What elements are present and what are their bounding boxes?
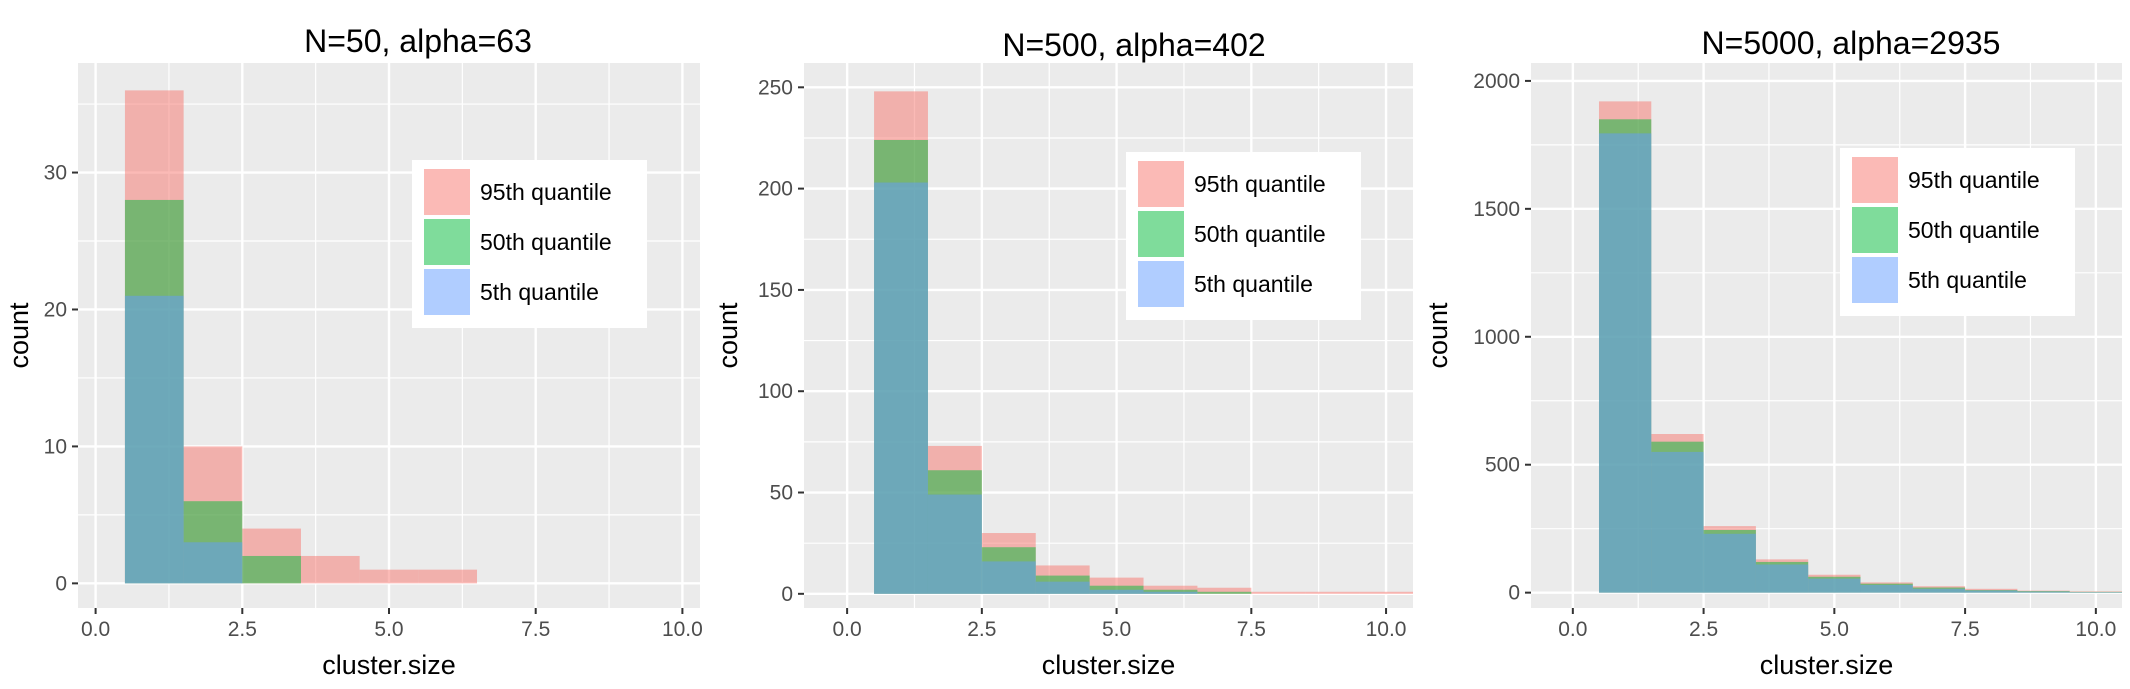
bar-50th-quantile-3 (242, 555, 301, 584)
y-axis-label: count (4, 302, 34, 369)
y-tick-label: 0 (781, 583, 793, 606)
y-tick-label: 200 (758, 178, 793, 201)
bar-5th-quantile-5 (1089, 589, 1144, 594)
bar-95th-quantile-5 (359, 569, 419, 584)
bar-95th-quantile-4 (300, 555, 360, 584)
legend-key-5th-quantile (424, 269, 470, 315)
legend-label: 95th quantile (1908, 167, 2040, 193)
chart-panel-2: 0.0 2.5 5.0 7.5 10.0 0 50 100 150 200 250 N=500, al… (713, 27, 1413, 680)
y-tick-label: 500 (1485, 454, 1520, 477)
y-tick-label: 0 (1508, 582, 1520, 605)
x-tick-label: 10.0 (2075, 618, 2116, 641)
bar-95th-quantile-7 (1197, 587, 1252, 594)
legend-label: 5th quantile (1194, 271, 1313, 297)
x-tick-label: 7.5 (1950, 618, 1979, 641)
bars (874, 91, 1413, 594)
x-tick-label: 5.0 (1102, 618, 1131, 641)
bar-5th-quantile-6 (1860, 584, 1913, 593)
x-tick-label: 7.5 (521, 618, 550, 641)
y-tick-label: 30 (44, 162, 67, 185)
bar-5th-quantile-3 (1703, 533, 1756, 593)
y-tick-label: 100 (758, 380, 793, 403)
bar-5th-quantile-8 (1965, 590, 2018, 593)
legend-label: 50th quantile (1194, 221, 1326, 247)
legend-label: 50th quantile (480, 229, 612, 255)
legend: 95th quantile 50th quantile 5th quantile (412, 160, 647, 328)
chart-title: N=5000, alpha=2935 (1702, 25, 2001, 61)
legend-key-5th-quantile (1138, 261, 1184, 307)
x-tick-label: 0.0 (81, 618, 110, 641)
x-axis-label: cluster.size (322, 650, 456, 680)
bar-50th-quantile-7 (1197, 591, 1252, 594)
legend-key-95th-quantile (424, 169, 470, 215)
bar-5th-quantile-2 (927, 494, 982, 594)
x-tick-label: 7.5 (1237, 618, 1266, 641)
y-tick-label: 10 (44, 435, 67, 458)
bar-5th-quantile-1 (1598, 133, 1652, 593)
legend-key-95th-quantile (1138, 161, 1184, 207)
y-tick-label: 2000 (1473, 70, 1520, 93)
y-axis-label: count (713, 302, 743, 369)
bar-95th-quantile-8 (1251, 591, 1306, 594)
legend-key-5th-quantile (1852, 257, 1898, 303)
bar-5th-quantile-3 (981, 561, 1036, 594)
x-tick-label: 0.0 (833, 618, 862, 641)
bar-95th-quantile-10 (1359, 591, 1413, 594)
bar-5th-quantile-4 (1755, 564, 1809, 593)
legend-label: 5th quantile (480, 279, 599, 305)
y-tick-label: 150 (758, 279, 793, 302)
chart-panel-1: 0.0 2.5 5.0 7.5 10.0 0 10 20 30 N=50, alpha=63 clu… (4, 23, 703, 680)
legend-label: 50th quantile (1908, 217, 2040, 243)
chart-panel-3: 0.0 2.5 5.0 7.5 10.0 0 500 1000 1500 2000 N=5000, … (1423, 25, 2122, 680)
bar-50th-quantile-5 (1089, 585, 1144, 594)
x-tick-label: 0.0 (1558, 618, 1587, 641)
bar-5th-quantile-2 (1651, 451, 1704, 593)
bar-5th-quantile-10 (2069, 592, 2122, 593)
legend-key-50th-quantile (1138, 211, 1184, 257)
bar-5th-quantile-4 (1035, 581, 1090, 594)
bar-5th-quantile-9 (2017, 591, 2070, 593)
y-tick-label: 0 (55, 572, 67, 595)
bar-95th-quantile-6 (1143, 585, 1198, 594)
bar-5th-quantile-5 (1808, 578, 1861, 593)
legend: 95th quantile 50th quantile 5th quantile (1126, 152, 1361, 320)
bars (1598, 101, 2122, 593)
y-tick-label: 1000 (1473, 326, 1520, 349)
x-tick-label: 2.5 (967, 618, 996, 641)
legend: 95th quantile 50th quantile 5th quantile (1840, 148, 2075, 316)
bar-5th-quantile-1 (874, 182, 928, 594)
x-axis-label: cluster.size (1042, 650, 1176, 680)
x-tick-label: 10.0 (662, 618, 703, 641)
y-tick-label: 20 (44, 298, 67, 321)
legend-key-95th-quantile (1852, 157, 1898, 203)
y-axis-label: count (1423, 302, 1453, 369)
x-tick-label: 5.0 (374, 618, 403, 641)
x-tick-label: 2.5 (1689, 618, 1718, 641)
bar-5th-quantile-7 (1912, 588, 1966, 593)
chart-title: N=50, alpha=63 (304, 23, 532, 59)
legend-label: 5th quantile (1908, 267, 2027, 293)
legend-label: 95th quantile (480, 179, 612, 205)
legend-label: 95th quantile (1194, 171, 1326, 197)
y-tick-label: 50 (770, 482, 793, 505)
bar-95th-quantile-9 (1305, 591, 1360, 594)
x-axis-label: cluster.size (1760, 650, 1894, 680)
x-tick-label: 10.0 (1366, 618, 1407, 641)
bar-5th-quantile-1 (124, 295, 184, 584)
x-tick-label: 5.0 (1820, 618, 1849, 641)
y-tick-label: 1500 (1473, 198, 1520, 221)
chart-title: N=500, alpha=402 (1002, 27, 1265, 63)
legend-key-50th-quantile (424, 219, 470, 265)
x-tick-label: 2.5 (228, 618, 257, 641)
bar-95th-quantile-6 (418, 569, 478, 584)
legend-key-50th-quantile (1852, 207, 1898, 253)
bar-5th-quantile-6 (1143, 591, 1198, 594)
bars (124, 90, 478, 584)
y-tick-label: 250 (758, 76, 793, 99)
bar-5th-quantile-2 (183, 542, 243, 584)
